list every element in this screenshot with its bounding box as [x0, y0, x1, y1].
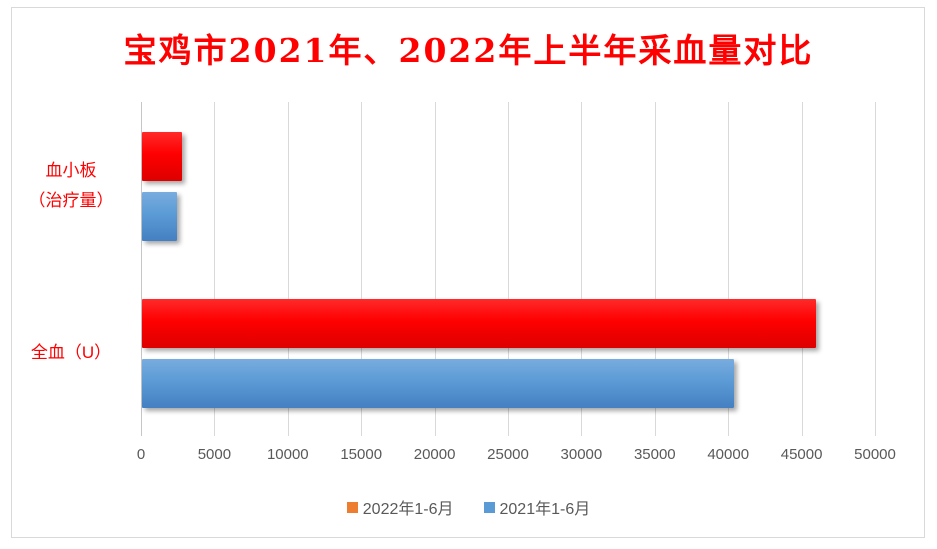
- x-tick-label: 20000: [413, 446, 456, 463]
- legend-label: 2021年1-6月: [499, 501, 591, 518]
- x-tick-label: 30000: [560, 446, 603, 463]
- legend-swatch-icon: [483, 501, 495, 513]
- plot-area: [141, 102, 876, 436]
- bar-s1-c1: [142, 359, 734, 408]
- legend: 2022年1-6月 2021年1-6月: [0, 495, 937, 519]
- value-axis-line: [141, 102, 142, 436]
- x-tick-label: 0: [136, 446, 146, 463]
- x-tick-label: 5000: [197, 446, 232, 463]
- x-tick-label: 10000: [266, 446, 309, 463]
- chart-title: 宝鸡市2021年、2022年上半年采血量对比: [123, 31, 814, 70]
- x-tick-label: 50000: [854, 446, 896, 463]
- gridline: [801, 102, 803, 436]
- legend-item-s0: 2022年1-6月: [346, 495, 454, 519]
- x-tick-label: 25000: [487, 446, 529, 463]
- category-label-line: 血小板: [45, 160, 97, 180]
- bar-s0-c0: [142, 132, 182, 181]
- x-tick-label: 35000: [633, 446, 676, 463]
- x-tick-label: 15000: [340, 446, 383, 463]
- bar-s0-c1: [142, 299, 816, 348]
- x-tick-label: 45000: [780, 446, 823, 463]
- gridline: [875, 102, 876, 436]
- bar-s1-c0: [142, 192, 178, 241]
- legend-swatch-icon: [346, 501, 358, 513]
- gridline: [287, 102, 289, 436]
- category-label: 全血（U）: [8, 338, 134, 368]
- gridline: [508, 102, 509, 436]
- gridline: [214, 102, 216, 436]
- legend-item-s1: 2021年1-6月: [483, 495, 591, 519]
- category-label-line: （治疗量）: [28, 190, 114, 210]
- gridline: [581, 102, 583, 436]
- category-label-line: 全血（U）: [30, 342, 112, 362]
- x-tick-label: 40000: [707, 446, 750, 463]
- gridline: [434, 102, 436, 436]
- gridline: [728, 102, 730, 436]
- legend-label: 2022年1-6月: [362, 501, 454, 518]
- category-label: 血小板 （治疗量）: [8, 156, 134, 216]
- gridline: [361, 102, 363, 436]
- gridline: [654, 102, 656, 436]
